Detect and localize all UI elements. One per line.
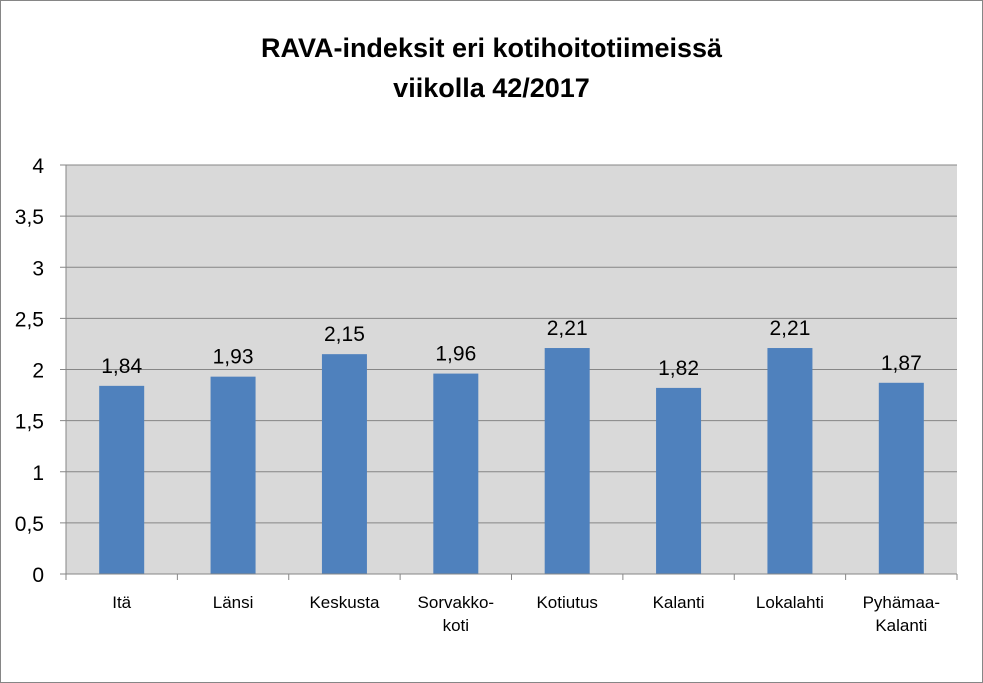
y-tick-label: 3,5 bbox=[15, 206, 44, 229]
axes bbox=[60, 164, 958, 580]
bar bbox=[544, 348, 590, 574]
bars bbox=[99, 348, 924, 574]
x-tick-label: koti bbox=[443, 616, 469, 635]
y-tick-label: 0,5 bbox=[15, 513, 44, 536]
bar bbox=[656, 387, 702, 574]
y-tick-label: 1,5 bbox=[15, 411, 44, 434]
x-tick-label: Sorvakko- bbox=[418, 593, 495, 612]
data-labels: 1,84 1,93 2,15 1,96 2,21 1,82 2,21 1,87 bbox=[101, 317, 922, 380]
chart-title-line-2: viikolla 42/2017 bbox=[393, 73, 590, 103]
y-tick-labels: 0 0,5 1 1,5 2 2,5 3 3,5 4 bbox=[15, 155, 45, 587]
bar bbox=[878, 382, 924, 574]
x-tick-label: Kalanti bbox=[875, 616, 927, 635]
data-label: 1,82 bbox=[658, 357, 699, 380]
y-tick-label: 2,5 bbox=[15, 308, 44, 331]
x-tick-label: Kotiutus bbox=[536, 593, 597, 612]
y-tick-label: 1 bbox=[32, 462, 44, 485]
y-tick-label: 0 bbox=[32, 564, 44, 587]
x-tick-label: Lokalahti bbox=[756, 593, 824, 612]
data-label: 1,96 bbox=[435, 343, 476, 366]
y-tick-label: 3 bbox=[32, 257, 44, 280]
data-label: 2,21 bbox=[547, 317, 588, 340]
chart-title: RAVA-indeksit eri kotihoitotiimeissä vii… bbox=[0, 28, 983, 108]
data-label: 2,21 bbox=[770, 317, 811, 340]
x-tick-label: Keskusta bbox=[309, 593, 379, 612]
data-label: 1,93 bbox=[213, 346, 254, 369]
data-label: 2,15 bbox=[324, 323, 365, 346]
x-tick-label: Itä bbox=[112, 593, 131, 612]
bar bbox=[321, 354, 367, 574]
x-tick-label: Kalanti bbox=[653, 593, 705, 612]
bar bbox=[99, 385, 145, 574]
data-label: 1,87 bbox=[881, 352, 922, 375]
y-tick-label: 4 bbox=[32, 155, 44, 178]
bar bbox=[433, 373, 479, 574]
data-label: 1,84 bbox=[101, 355, 142, 378]
bar bbox=[767, 348, 813, 574]
chart-title-line-1: RAVA-indeksit eri kotihoitotiimeissä bbox=[260, 33, 723, 63]
x-tick-label: Länsi bbox=[213, 593, 254, 612]
x-tick-labels: Itä Länsi Keskusta Sorvakko-koti Kotiutus Kal… bbox=[112, 593, 940, 635]
x-tick-label: Pyhämaa- bbox=[863, 593, 940, 612]
bar bbox=[210, 376, 256, 574]
y-tick-label: 2 bbox=[32, 360, 44, 383]
